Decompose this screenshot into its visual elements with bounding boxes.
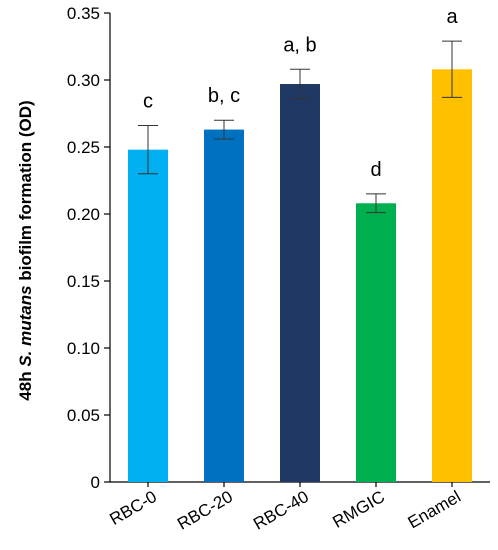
bar-rbc-0	[128, 149, 168, 482]
significance-label: a	[446, 6, 458, 28]
significance-label: a, b	[283, 34, 316, 56]
axes: 0 0.05 0.10 0.15 0.20 0.25 0.30 0.35	[67, 4, 490, 492]
y-tick-label: 0.30	[67, 71, 100, 90]
y-tick-label: 0	[91, 473, 100, 492]
x-tick-label: RBC-20	[174, 487, 236, 534]
bar-rbc-20	[204, 129, 244, 482]
x-tick-label: RBC-0	[106, 487, 160, 529]
y-tick-label: 0.20	[67, 205, 100, 224]
y-axis-label-part: biofilm formation (OD)	[16, 100, 35, 285]
x-tick-label: Enamel	[405, 487, 464, 532]
bar-rbc-40	[280, 84, 320, 483]
bar-rmgic	[356, 203, 396, 482]
y-axis-label-part: S. mutans	[16, 285, 35, 366]
y-tick-label: 0.25	[67, 138, 100, 157]
significance-label: c	[143, 91, 153, 113]
y-axis-label-part: 48h	[16, 367, 35, 401]
bars	[128, 40, 472, 483]
y-tick-label: 0.05	[67, 406, 100, 425]
y-axis-title: 48h S. mutans biofilm formation (OD)	[16, 100, 35, 400]
significance-label: d	[370, 159, 381, 181]
y-tick-label: 0.35	[67, 4, 100, 23]
bar-enamel	[432, 69, 472, 482]
y-tick-label: 0.10	[67, 339, 100, 358]
significance-label: b, c	[208, 85, 240, 107]
x-tick-label: RBC-40	[250, 487, 312, 534]
y-axis-label: 48h S. mutans biofilm formation (OD)	[16, 100, 35, 400]
y-tick-label: 0.15	[67, 272, 100, 291]
x-tick-label: RMGIC	[329, 487, 388, 532]
